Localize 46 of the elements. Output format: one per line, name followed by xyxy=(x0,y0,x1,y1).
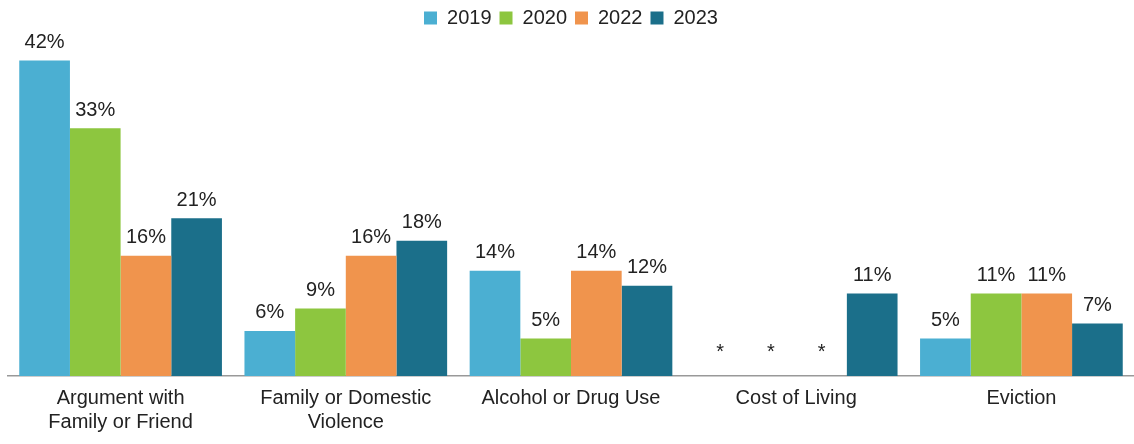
bar xyxy=(520,338,571,376)
legend-label: 2022 xyxy=(598,5,643,28)
data-label: 5% xyxy=(531,307,561,330)
bar xyxy=(19,60,70,376)
data-label: 9% xyxy=(306,277,336,300)
data-label: 16% xyxy=(351,225,392,248)
data-label: 21% xyxy=(176,187,217,210)
bar xyxy=(345,255,397,376)
data-label: 14% xyxy=(474,240,516,263)
bar xyxy=(571,270,622,376)
data-label: 5% xyxy=(930,307,961,330)
data-label: 11% xyxy=(1027,262,1067,285)
bar xyxy=(970,293,1022,376)
legend-label: 2020 xyxy=(522,5,568,28)
x-tick-label: Alcohol or Drug Use xyxy=(481,385,661,408)
bar xyxy=(469,270,521,376)
bar xyxy=(69,128,121,376)
bar xyxy=(621,285,673,376)
legend-label: 2023 xyxy=(673,5,718,28)
bar xyxy=(920,338,971,376)
bar xyxy=(1021,293,1073,376)
data-label: 16% xyxy=(125,225,167,248)
data-label: 18% xyxy=(401,210,443,233)
bar xyxy=(244,330,296,376)
data-label: 11% xyxy=(852,262,892,285)
bar xyxy=(171,218,222,376)
data-label: 11% xyxy=(976,262,1016,285)
bar xyxy=(846,293,898,376)
x-tick-label: Family or Domestic Violence xyxy=(260,385,432,432)
text: * xyxy=(766,339,775,362)
data-label: 12% xyxy=(626,255,668,278)
bar xyxy=(1072,323,1123,376)
data-label: 33% xyxy=(75,97,116,120)
text: * xyxy=(817,339,826,362)
bar xyxy=(396,240,448,376)
legend-label: 2019 xyxy=(447,5,492,28)
data-label: 42% xyxy=(24,30,65,53)
x-tick-label: Argument with Family or Friend xyxy=(48,385,193,432)
x-tick-label: Eviction xyxy=(986,385,1057,408)
data-label: 14% xyxy=(576,240,617,263)
data-label: 6% xyxy=(255,300,285,323)
text: * xyxy=(716,339,725,362)
data-label: 7% xyxy=(1082,292,1113,315)
bar xyxy=(120,255,172,376)
x-tick-label: Cost of Living xyxy=(735,385,857,408)
bar xyxy=(295,308,346,376)
